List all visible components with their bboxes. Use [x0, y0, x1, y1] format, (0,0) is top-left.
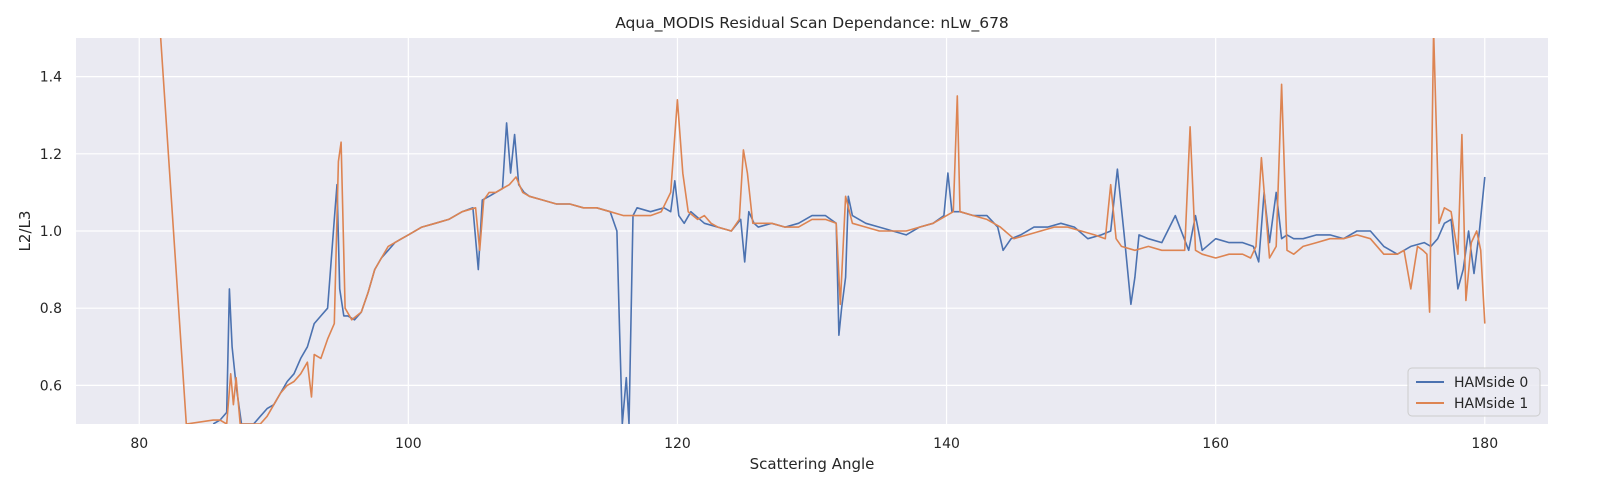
legend-label: HAMside 0: [1454, 375, 1528, 391]
legend: HAMside 0 HAMside 1: [1407, 367, 1541, 417]
y-tick-label: 0.8: [40, 301, 62, 317]
y-tick-label: 1.2: [40, 147, 62, 163]
x-axis-ticks: 80 100 120 140 160 180: [130, 436, 1498, 452]
x-tick-label: 180: [1471, 436, 1498, 452]
y-axis-ticks: 0.6 0.8 1.0 1.2 1.4: [40, 70, 62, 395]
y-tick-label: 1.4: [40, 70, 62, 86]
x-tick-label: 120: [664, 436, 691, 452]
y-tick-label: 0.6: [40, 378, 62, 394]
y-tick-label: 1.0: [40, 224, 62, 240]
series-group: [159, 38, 1486, 424]
x-tick-label: 100: [395, 436, 422, 452]
x-tick-label: 80: [130, 436, 148, 452]
chart-title: Aqua_MODIS Residual Scan Dependance: nLw…: [615, 14, 1009, 33]
x-tick-label: 140: [933, 436, 960, 452]
series-line-hamside-0: [212, 122, 1486, 424]
legend-label: HAMside 1: [1454, 396, 1528, 412]
series-line-hamside-1: [159, 38, 1486, 424]
y-grid: [76, 75, 1548, 386]
x-tick-label: 160: [1202, 436, 1229, 452]
x-axis-label: Scattering Angle: [750, 455, 875, 473]
y-axis-label: L2/L3: [16, 211, 34, 252]
